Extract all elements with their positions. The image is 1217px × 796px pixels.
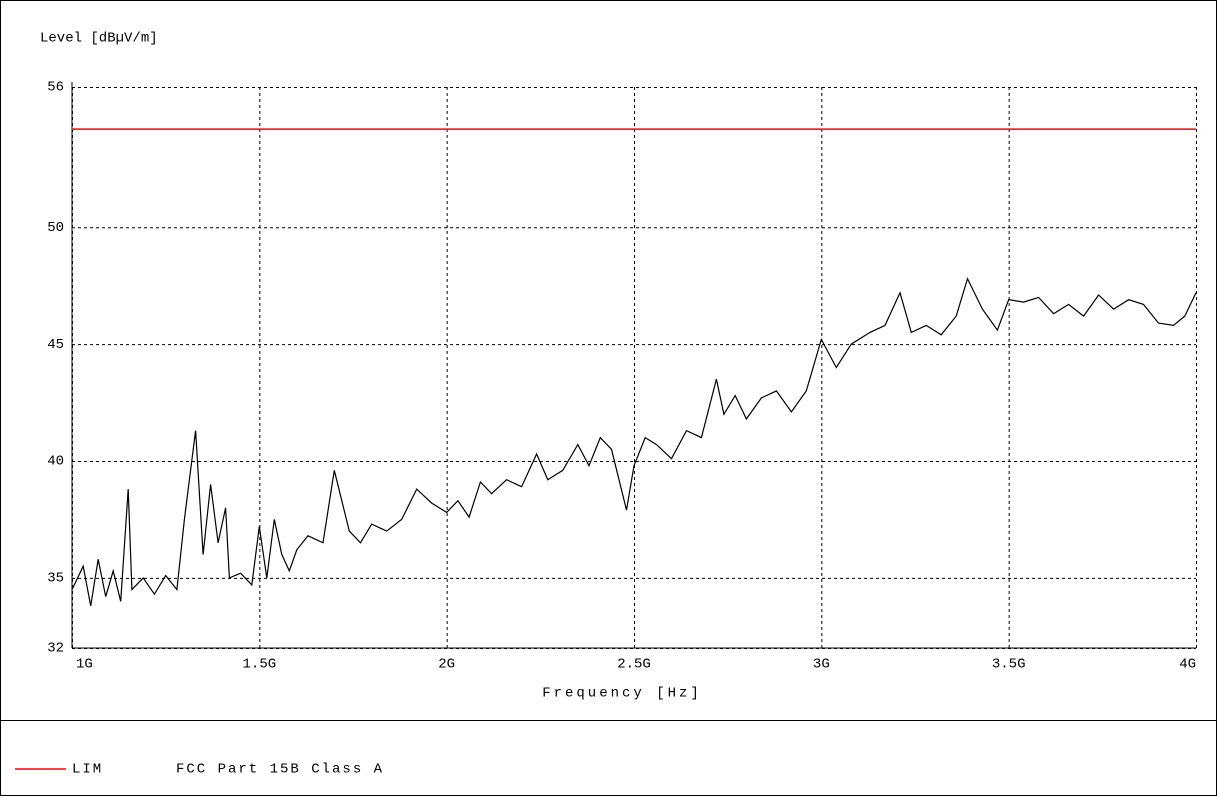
x-tick-label: 1.5G [243,657,277,673]
x-tick-label: 4G [1179,657,1196,673]
x-tick-label: 1G [76,657,93,673]
y-axis-label: Level [dBµV/m] [40,31,158,47]
x-tick-label: 2G [438,657,455,673]
y-tick-label: 50 [47,220,64,236]
y-tick-label: 32 [47,641,64,657]
y-tick-label: 45 [47,337,64,353]
y-tick-label: 56 [47,80,64,96]
data-line [71,277,1197,607]
x-axis-label: Frequency [Hz] [542,686,702,702]
x-tick-label: 3.5G [992,657,1026,673]
x-tick-label: 2.5G [617,657,651,673]
y-tick-label: 40 [47,454,64,470]
legend-name: LIM [72,762,103,778]
legend-label: FCC Part 15B Class A [176,762,384,778]
y-tick-label: 35 [47,571,64,587]
x-tick-label: 3G [813,657,830,673]
